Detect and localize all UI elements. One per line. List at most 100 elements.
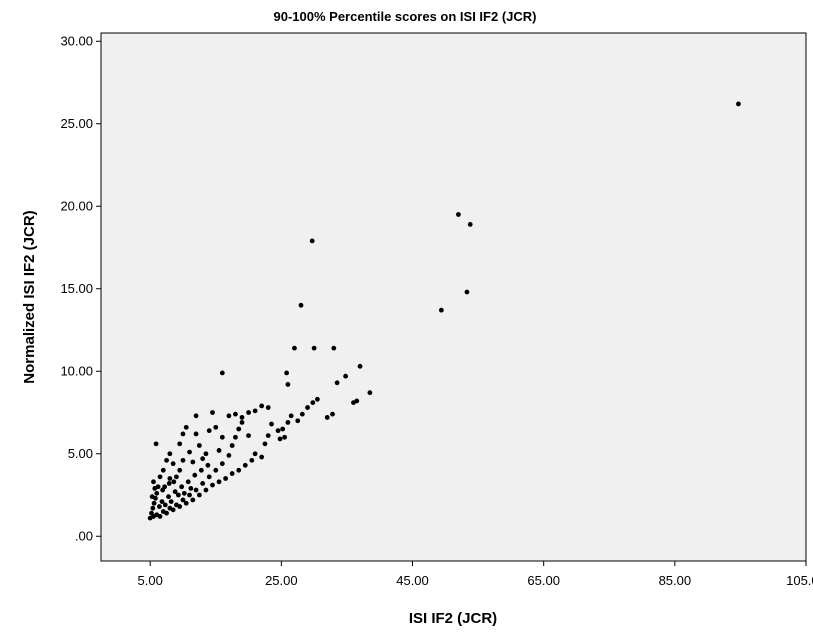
data-point: [205, 462, 211, 468]
x-tick-label: 65.00: [527, 573, 560, 588]
data-point: [172, 489, 178, 495]
data-point: [150, 505, 156, 511]
data-point: [216, 448, 222, 453]
y-tick-label: 25.00: [60, 116, 93, 131]
data-point: [367, 390, 373, 396]
data-point: [239, 415, 245, 420]
data-point: [185, 479, 191, 485]
data-point: [171, 479, 177, 485]
data-point: [288, 413, 294, 419]
data-point: [196, 492, 202, 498]
data-point: [188, 486, 194, 491]
data-point: [259, 403, 265, 409]
data-point: [196, 443, 202, 448]
data-point: [285, 382, 291, 387]
data-point: [285, 420, 291, 425]
data-point: [219, 370, 225, 376]
data-point: [216, 479, 222, 485]
data-point: [292, 345, 297, 351]
data-point: [343, 373, 349, 379]
data-point: [357, 363, 363, 369]
data-point: [233, 434, 238, 440]
y-tick-label: 20.00: [60, 198, 93, 213]
data-point: [331, 345, 337, 351]
data-point: [187, 449, 192, 455]
data-point: [190, 459, 196, 465]
data-point: [252, 408, 258, 414]
data-point: [170, 507, 176, 513]
data-point: [467, 222, 473, 227]
data-point: [229, 471, 235, 476]
data-point: [181, 490, 187, 496]
y-axis-title: Normalized ISI IF2 (JCR): [21, 210, 38, 383]
data-point: [152, 486, 158, 491]
data-point: [167, 451, 173, 457]
data-point: [219, 461, 225, 467]
data-point: [192, 472, 198, 478]
data-point: [200, 456, 206, 462]
data-point: [213, 424, 219, 430]
data-point: [154, 490, 160, 496]
data-point: [162, 502, 168, 508]
data-point: [262, 441, 268, 447]
data-point: [351, 400, 356, 405]
data-point: [284, 370, 289, 376]
data-point: [160, 487, 166, 493]
data-point: [736, 101, 741, 107]
data-point: [193, 487, 199, 493]
data-point: [311, 345, 317, 351]
x-tick-label: 25.00: [265, 573, 298, 588]
data-point: [324, 415, 330, 420]
data-point: [269, 421, 274, 427]
data-point: [159, 499, 165, 504]
y-tick-label: .00: [75, 528, 93, 543]
data-point: [193, 431, 199, 437]
data-point: [298, 302, 304, 308]
data-point: [210, 410, 215, 415]
data-point: [193, 413, 199, 419]
data-point: [210, 482, 215, 488]
data-point: [149, 494, 155, 500]
data-point: [277, 436, 283, 442]
x-axis: 5.00 25.00 45.00 65.00 85.00 105.00: [138, 561, 813, 588]
data-point: [170, 461, 176, 467]
x-axis-title: ISI IF2 (JCR): [409, 610, 497, 627]
data-point: [259, 454, 265, 460]
data-point: [183, 424, 189, 430]
data-point: [206, 474, 212, 480]
data-point: [456, 212, 461, 217]
data-point: [464, 289, 470, 295]
data-point: [177, 467, 183, 473]
data-point: [219, 434, 225, 440]
data-point: [203, 487, 209, 493]
data-point: [153, 441, 159, 447]
data-point: [198, 467, 204, 473]
data-point: [246, 433, 251, 438]
data-point: [305, 405, 310, 410]
data-point: [226, 453, 232, 458]
data-point: [249, 457, 255, 463]
data-point: [177, 441, 183, 447]
data-point: [151, 479, 156, 485]
data-point: [239, 420, 245, 425]
data-point: [168, 499, 174, 504]
data-points: [147, 101, 741, 521]
data-point: [226, 413, 232, 419]
data-point: [180, 497, 186, 503]
x-tick-label: 45.00: [396, 573, 429, 588]
data-point: [309, 238, 315, 244]
x-tick-label: 85.00: [659, 573, 692, 588]
data-point: [236, 426, 242, 432]
data-point: [223, 476, 229, 481]
data-point: [242, 462, 248, 468]
data-point: [157, 474, 163, 480]
data-point: [295, 418, 301, 424]
data-point: [177, 504, 183, 509]
data-point: [164, 457, 169, 463]
data-point: [180, 431, 186, 437]
data-point: [252, 451, 258, 457]
data-point: [299, 411, 305, 417]
y-tick-label: 5.00: [68, 446, 93, 461]
data-point: [206, 428, 212, 434]
